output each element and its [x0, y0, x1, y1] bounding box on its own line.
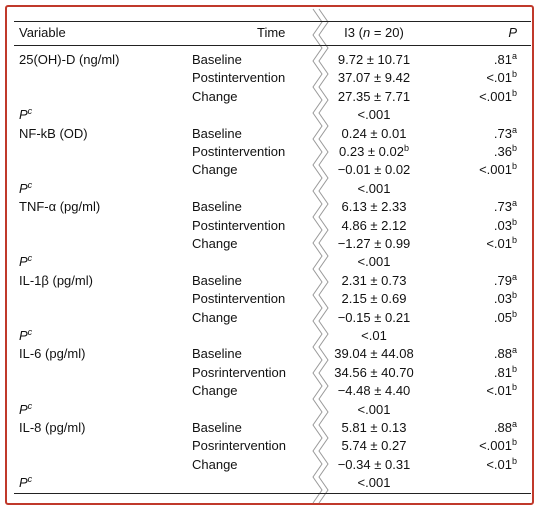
value-cell: 2.31 ± 0.73	[341, 272, 407, 288]
time-label: Postintervention	[192, 217, 286, 233]
time-label: Change	[192, 162, 238, 178]
p-value-cell: <.01b	[486, 382, 517, 399]
time-label: Posrintervention	[192, 438, 286, 454]
value-cell: 34.56 ± 40.70	[334, 364, 414, 380]
value-cell: −0.34 ± 0.31	[337, 456, 411, 472]
p-value-cell: .73a	[493, 198, 517, 215]
p-value-cell: <.001b	[479, 161, 517, 178]
time-label: Baseline	[192, 420, 242, 435]
time-label: Baseline	[192, 52, 242, 67]
variable-label: NF-kB (OD)	[19, 125, 88, 141]
p-value-cell: <.01b	[486, 69, 517, 86]
pc-value-cell: <.001	[357, 180, 391, 196]
value-cell: 4.86 ± 2.12	[341, 217, 407, 233]
value-cell: 5.74 ± 0.27	[341, 438, 407, 454]
variable-label: 25(OH)-D (ng/ml)	[19, 52, 120, 67]
value-cell: −4.48 ± 4.40	[337, 383, 411, 399]
header-time: Time	[257, 25, 286, 40]
time-label: Baseline	[192, 199, 242, 215]
p-value-cell: .05b	[493, 308, 517, 325]
value-cell: 9.72 ± 10.71	[337, 52, 411, 67]
tear-edge-left	[312, 8, 323, 504]
time-label: Postintervention	[192, 144, 286, 159]
header-variable: Variable	[19, 25, 66, 40]
variable-label: TNF-α (pg/ml)	[19, 199, 101, 215]
pc-label: Pc	[19, 474, 33, 491]
pc-label: Pc	[19, 253, 33, 270]
pc-value-cell: <.01	[361, 328, 387, 343]
time-label: Posrintervention	[192, 364, 286, 380]
table-header-rule	[14, 45, 531, 46]
value-cell: −1.27 ± 0.99	[337, 236, 411, 251]
value-cell: 6.13 ± 2.33	[341, 199, 407, 215]
value-cell: −0.15 ± 0.21	[337, 309, 411, 325]
value-cell: 5.81 ± 0.13	[341, 420, 407, 435]
p-value-cell: .03b	[493, 290, 517, 307]
pc-value-cell: <.001	[357, 475, 391, 491]
pc-value-cell: <.001	[357, 254, 391, 270]
variable-label: IL-1β (pg/ml)	[19, 272, 93, 288]
time-label: Change	[192, 456, 238, 472]
p-value-cell: <.01b	[486, 235, 517, 252]
pc-label: Pc	[19, 179, 33, 196]
time-label: Baseline	[192, 272, 242, 288]
variable-label: IL-8 (pg/ml)	[19, 420, 86, 435]
table-top-rule	[14, 21, 531, 22]
tear-band	[313, 9, 328, 503]
value-cell: 2.15 ± 0.69	[341, 291, 407, 307]
value-cell: 39.04 ± 44.08	[334, 346, 414, 362]
time-label: Change	[192, 309, 238, 325]
p-value-cell: <.001b	[479, 437, 517, 454]
p-value-cell: <.001b	[479, 87, 517, 104]
p-value-cell: .79a	[493, 271, 517, 288]
pc-label: Pc	[19, 106, 33, 123]
p-value-cell: .73a	[493, 124, 517, 141]
p-value-cell: .81b	[493, 363, 517, 380]
time-label: Change	[192, 236, 238, 251]
value-cell: 0.23 ± 0.02b	[339, 143, 409, 160]
time-label: Postintervention	[192, 291, 286, 307]
time-label: Change	[192, 88, 238, 104]
table-frame	[5, 5, 534, 505]
p-value-cell: .88a	[493, 345, 517, 362]
value-cell: 37.07 ± 9.42	[337, 70, 411, 86]
pc-value-cell: <.001	[357, 107, 391, 123]
header-p: P	[508, 25, 517, 40]
header-group-text: I3 (n = 20)	[344, 25, 404, 40]
time-label: Baseline	[192, 346, 242, 362]
value-cell: −0.01 ± 0.02	[337, 162, 411, 178]
time-label: Baseline	[192, 125, 242, 141]
value-cell: 0.24 ± 0.01	[341, 125, 407, 141]
tear-edge-right	[318, 8, 329, 504]
time-label: Change	[192, 383, 238, 399]
variable-label: IL-6 (pg/ml)	[19, 346, 86, 362]
p-value-cell: .03b	[493, 216, 517, 233]
p-value-cell: .81a	[493, 51, 517, 68]
p-value-cell: <.01b	[486, 455, 517, 472]
pc-label: Pc	[19, 400, 33, 417]
p-value-cell: .36b	[493, 143, 517, 160]
table-bottom-rule	[14, 493, 531, 494]
pc-label: Pc	[19, 327, 33, 344]
value-cell: 27.35 ± 7.71	[337, 88, 411, 104]
header-group: I3 (n = 20)	[300, 25, 448, 41]
p-value-cell: .88a	[493, 419, 517, 436]
pc-value-cell: <.001	[357, 401, 391, 417]
time-label: Postintervention	[192, 70, 286, 86]
